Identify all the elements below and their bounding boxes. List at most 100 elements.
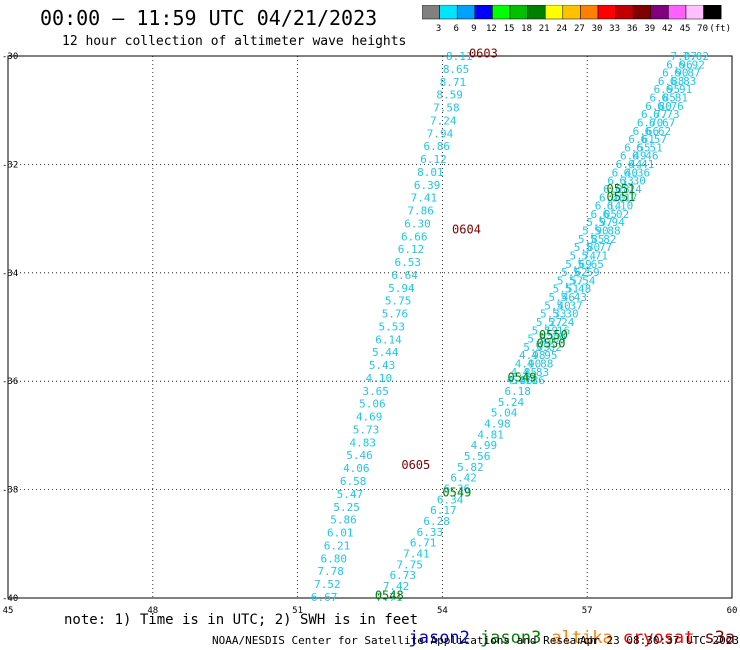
time-label: 0551 xyxy=(607,190,636,204)
colorbar-swatch xyxy=(703,5,722,20)
colorbar-tick-label: 15 xyxy=(504,24,515,33)
swh-value-label: 5.54 xyxy=(569,274,596,287)
swh-value-label: 6.49 xyxy=(620,150,647,163)
colorbar-tick-label: 6 xyxy=(453,24,458,33)
credit-timestamp: Apr 23 08:30:37 UTC 2023 xyxy=(580,634,739,647)
swh-value-label: 6.81 xyxy=(662,92,689,105)
swh-value-label: 5.48 xyxy=(565,283,592,296)
x-tick-label: 57 xyxy=(582,606,593,616)
time-label: 0549 xyxy=(442,485,471,499)
swh-value-label: 6.73 xyxy=(653,108,680,121)
swh-value-label: 5.09 xyxy=(539,333,566,346)
swh-value-label: 6.33 xyxy=(417,526,444,539)
swh-value-label: 5.37 xyxy=(556,299,583,312)
swh-value-label: 5.74 xyxy=(569,249,596,262)
swh-value-label: 8.01 xyxy=(417,166,444,179)
swh-value-label: 5.57 xyxy=(557,274,584,287)
swh-value-label: 5.82 xyxy=(457,461,484,474)
swh-value-label: 6.57 xyxy=(640,133,667,146)
x-tick-label: 51 xyxy=(292,606,303,616)
swh-value-label: 4.98 xyxy=(484,417,511,430)
swh-value-label: 5.77 xyxy=(586,241,613,254)
swh-value-label: 7.41 xyxy=(403,548,430,561)
swh-value-label: 6.30 xyxy=(404,217,431,230)
swh-value-label: 6.53 xyxy=(395,256,422,269)
swh-value-label: 6.10 xyxy=(607,200,634,213)
swh-value-label: 6.28 xyxy=(423,515,450,528)
swh-value-label: 5.82 xyxy=(590,233,617,246)
swh-value-label: 4.88 xyxy=(527,357,554,370)
swh-value-label: 4.86 xyxy=(518,374,545,387)
swh-value-label: 6.30 xyxy=(619,175,646,188)
swh-value-label: 8.11 xyxy=(446,50,473,63)
swh-value-label: 6.88 xyxy=(658,75,685,88)
swh-value-label: 4.85 xyxy=(511,366,538,379)
swh-value-label: 5.24 xyxy=(548,316,575,329)
swh-value-label: 4.99 xyxy=(471,439,498,452)
time-label: 0551 xyxy=(607,182,636,196)
swh-value-label: 6.14 xyxy=(595,200,622,213)
swh-value-label: 6.24 xyxy=(615,183,642,196)
swh-value-label: 6.34 xyxy=(437,493,464,506)
swh-value-label: 5.44 xyxy=(372,346,399,359)
swh-value-label: 5.25 xyxy=(333,501,360,514)
swh-value-label: 7.75 xyxy=(396,558,423,571)
swh-value-label: 6.73 xyxy=(390,569,417,582)
swh-value-label: 6.62 xyxy=(645,125,672,138)
swh-value-label: 4.10 xyxy=(366,372,393,385)
swh-value-label: 6.92 xyxy=(678,58,705,71)
swh-value-label: 4.98 xyxy=(519,349,546,362)
swh-value-label: 5.05 xyxy=(523,341,550,354)
swh-value-label: 6.44 xyxy=(616,158,643,171)
swh-value-label: 6.51 xyxy=(636,141,663,154)
time-label: 0603 xyxy=(469,46,498,60)
swh-value-label: 6.77 xyxy=(641,108,668,121)
swh-value-label: 6.64 xyxy=(391,269,418,282)
credit-line: NOAA/NESDIS Center for Satellite Applica… xyxy=(212,634,597,647)
swh-value-label: 6.70 xyxy=(637,116,664,129)
swh-value-label: 5.33 xyxy=(540,308,567,321)
swh-value-label: 6.80 xyxy=(321,552,348,565)
swh-value-label: 6.39 xyxy=(414,179,441,192)
swh-value-label: 6.55 xyxy=(624,141,651,154)
time-label: 0549 xyxy=(508,370,537,384)
x-tick-label: 60 xyxy=(727,606,738,616)
swh-value-label: 5.56 xyxy=(464,450,491,463)
legend-cryosat: cryosat xyxy=(622,628,695,648)
swh-value-label: 6.61 xyxy=(628,133,655,146)
colorbar-tick-label: 45 xyxy=(680,24,691,33)
swh-value-label: 6.41 xyxy=(628,158,655,171)
time-label: 0605 xyxy=(401,458,430,472)
swh-value-label: 6.80 xyxy=(645,100,672,113)
swh-value-label: 5.94 xyxy=(388,282,415,295)
colorbar-tick-label: 42 xyxy=(662,24,673,33)
swh-value-label: 6.21 xyxy=(324,539,351,552)
swh-value-label: 6.95 xyxy=(654,83,681,96)
y-tick-label: -34 xyxy=(2,269,18,279)
swh-value-label: 5.06 xyxy=(359,398,386,411)
swh-value-label: 6.85 xyxy=(649,92,676,105)
swh-value-label: 5.65 xyxy=(577,258,604,271)
swh-value-label: 5.19 xyxy=(532,324,559,337)
swh-value-label: 5.40 xyxy=(544,299,571,312)
swh-value-label: 7.58 xyxy=(433,102,460,115)
swh-value-label: 7.78 xyxy=(317,565,344,578)
colorbar-tick-label: (ft) xyxy=(709,24,731,33)
swh-value-label: 4.80 xyxy=(506,374,533,387)
swh-value-label: 6.87 xyxy=(674,67,701,80)
colorbar-tick-label: 24 xyxy=(556,24,567,33)
colorbar-tick-label: 33 xyxy=(609,24,620,33)
map-title: 00:00 – 11:59 UTC 04/21/2023 xyxy=(40,6,378,30)
legend-altika: altika xyxy=(551,628,613,648)
swh-value-label: 6.71 xyxy=(410,537,437,550)
swh-value-label: 5.69 xyxy=(565,258,592,271)
swh-value-label: 5.51 xyxy=(553,283,580,296)
swh-value-label: 7.24 xyxy=(430,114,457,127)
swh-value-label: 5.71 xyxy=(511,374,538,387)
time-label: 0550 xyxy=(537,336,566,350)
swh-value-label: 5.16 xyxy=(544,324,571,337)
legend-s3a: s3a xyxy=(704,628,736,648)
swh-value-label: 7.41 xyxy=(411,192,438,205)
swh-value-label: 5.24 xyxy=(498,396,525,409)
